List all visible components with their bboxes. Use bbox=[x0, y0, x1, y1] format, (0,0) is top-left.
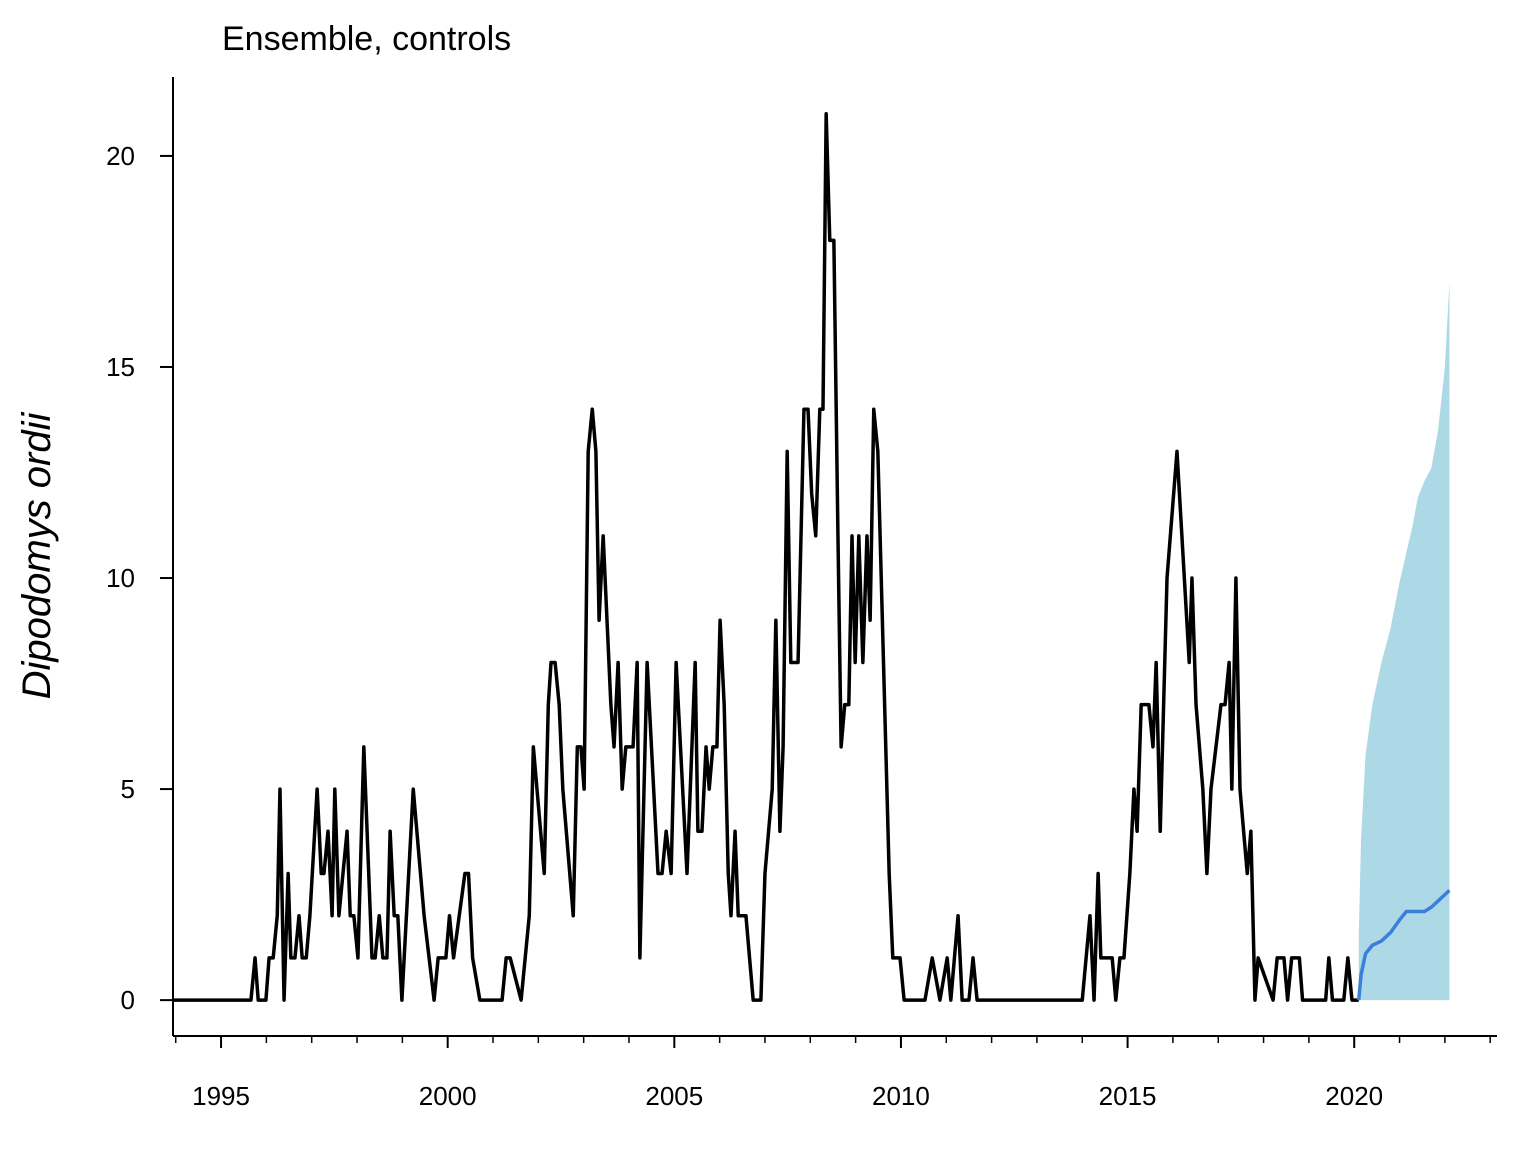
x-tick-label: 2010 bbox=[872, 1081, 930, 1111]
series-line bbox=[1357, 889, 1451, 1001]
y-tick-label: 10 bbox=[106, 563, 135, 593]
y-axis-label: Dipodomys ordii bbox=[15, 412, 59, 700]
chart-title: Ensemble, controls bbox=[222, 20, 511, 58]
series-line bbox=[173, 111, 1359, 1002]
y-tick-label: 20 bbox=[106, 141, 135, 171]
x-tick-label: 1995 bbox=[192, 1081, 250, 1111]
x-tick-label: 2000 bbox=[419, 1081, 477, 1111]
y-tick-label: 15 bbox=[106, 352, 135, 382]
x-tick-label: 2015 bbox=[1099, 1081, 1157, 1111]
prediction-interval bbox=[1358, 282, 1450, 1001]
y-tick-label: 0 bbox=[121, 985, 135, 1015]
y-tick-label: 5 bbox=[121, 774, 135, 804]
x-tick-label: 2005 bbox=[645, 1081, 703, 1111]
x-tick-label: 2020 bbox=[1325, 1081, 1383, 1111]
